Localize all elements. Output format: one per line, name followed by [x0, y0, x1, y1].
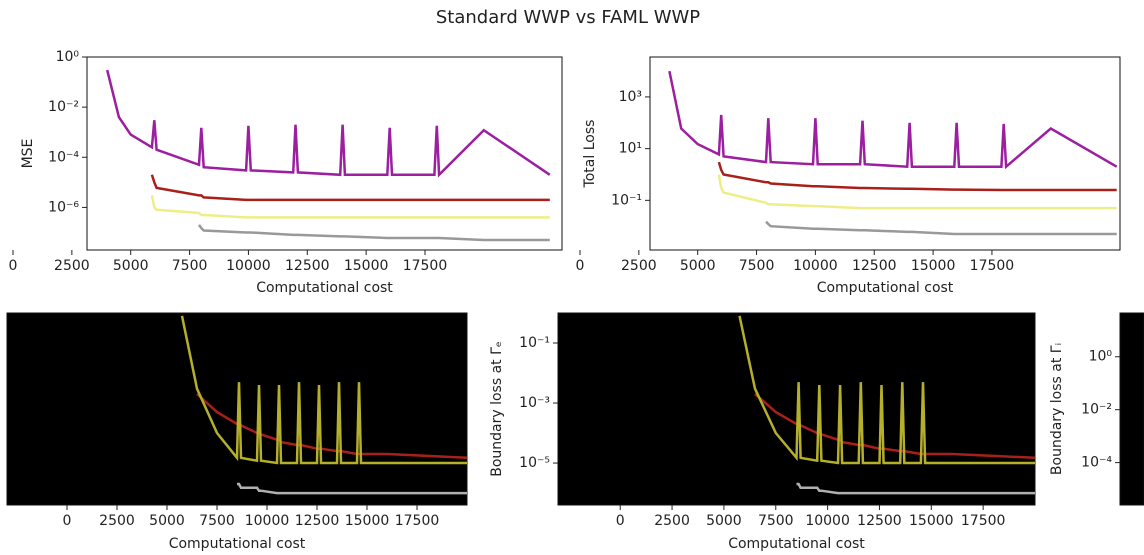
series-line [150, 174, 550, 202]
y-tick-label: 10⁻⁵ [519, 455, 550, 471]
y-tick-label: 10⁻⁶ [48, 199, 79, 215]
y-axis-label: Boundary loss at Γₑ [489, 341, 505, 477]
series-line [105, 69, 551, 178]
y-axis-label: Total Loss [582, 120, 598, 189]
series-line [668, 70, 1118, 170]
x-tick-label: 0 [616, 513, 625, 529]
y-tick-label: 10⁻⁴ [1081, 455, 1112, 471]
y-tick-label: 10⁻² [48, 99, 79, 115]
x-tick-label: 10000 [805, 513, 850, 529]
y-tick-label: 10⁻¹ [611, 192, 642, 208]
x-tick-label: 15000 [909, 513, 954, 529]
series-line [180, 315, 467, 465]
x-tick-label: 5000 [113, 258, 149, 274]
series-line [717, 174, 1117, 210]
x-tick-label: 7500 [739, 258, 775, 274]
x-tick-label: 15000 [911, 258, 956, 274]
series-group [180, 315, 467, 495]
series-group [668, 70, 1118, 236]
x-axis-label: Computational cost [256, 280, 393, 296]
x-tick-label: 12500 [295, 513, 340, 529]
x-tick-label: 7500 [758, 513, 794, 529]
x-tick-label: 0 [576, 258, 585, 274]
y-tick-label: 10⁰ [1089, 349, 1113, 365]
x-tick-label: 10000 [226, 258, 271, 274]
y-tick-label: 10⁰ [56, 49, 80, 65]
x-tick-label: 12500 [852, 258, 897, 274]
series-line [765, 220, 1117, 236]
x-tick-label: 2500 [654, 513, 690, 529]
x-tick-label: 12500 [285, 258, 330, 274]
y-tick-label: 10⁻² [1081, 402, 1112, 418]
plot-area [1119, 312, 1144, 506]
x-tick-label: 5000 [680, 258, 716, 274]
series-group [105, 69, 551, 242]
x-tick-label: 5000 [706, 513, 742, 529]
plot-area [6, 312, 468, 506]
x-tick-label: 10000 [793, 258, 838, 274]
y-axis-label: Boundary loss at Γᵢ [1049, 343, 1065, 475]
x-tick-label: 12500 [857, 513, 902, 529]
x-tick-label: 0 [9, 258, 18, 274]
x-tick-label: 5000 [149, 513, 185, 529]
series-line [717, 161, 1117, 192]
x-tick-label: 17500 [395, 513, 440, 529]
x-axis-label: Computational cost [728, 536, 865, 552]
series-line [237, 482, 467, 495]
x-tick-label: 2500 [621, 258, 657, 274]
y-tick-label: 10³ [619, 89, 642, 105]
y-tick-label: 10⁻³ [519, 395, 550, 411]
plot-area [649, 56, 1121, 251]
x-tick-label: 10000 [245, 513, 290, 529]
series-line [796, 482, 1035, 495]
series-line [197, 224, 550, 242]
series-line [150, 195, 550, 219]
series-line [738, 315, 1035, 465]
x-tick-label: 0 [63, 513, 72, 529]
x-tick-label: 2500 [54, 258, 90, 274]
y-tick-label: 10⁻⁴ [48, 149, 79, 165]
x-tick-label: 2500 [99, 513, 135, 529]
y-axis-label: MSE [20, 139, 36, 169]
x-tick-label: 7500 [172, 258, 208, 274]
plot-area [86, 56, 563, 251]
series-group [738, 315, 1035, 495]
x-tick-label: 15000 [344, 258, 389, 274]
x-tick-label: 17500 [961, 513, 1006, 529]
x-tick-label: 17500 [970, 258, 1015, 274]
x-axis-label: Computational cost [169, 536, 306, 552]
x-tick-label: 15000 [345, 513, 390, 529]
plot-area [557, 312, 1036, 506]
y-tick-label: 10¹ [619, 141, 642, 157]
x-axis-label: Computational cost [817, 280, 954, 296]
figure-title: Standard WWP vs FAML WWP [436, 7, 700, 28]
x-tick-label: 7500 [199, 513, 235, 529]
y-tick-label: 10⁻¹ [519, 335, 550, 351]
x-tick-label: 17500 [403, 258, 448, 274]
